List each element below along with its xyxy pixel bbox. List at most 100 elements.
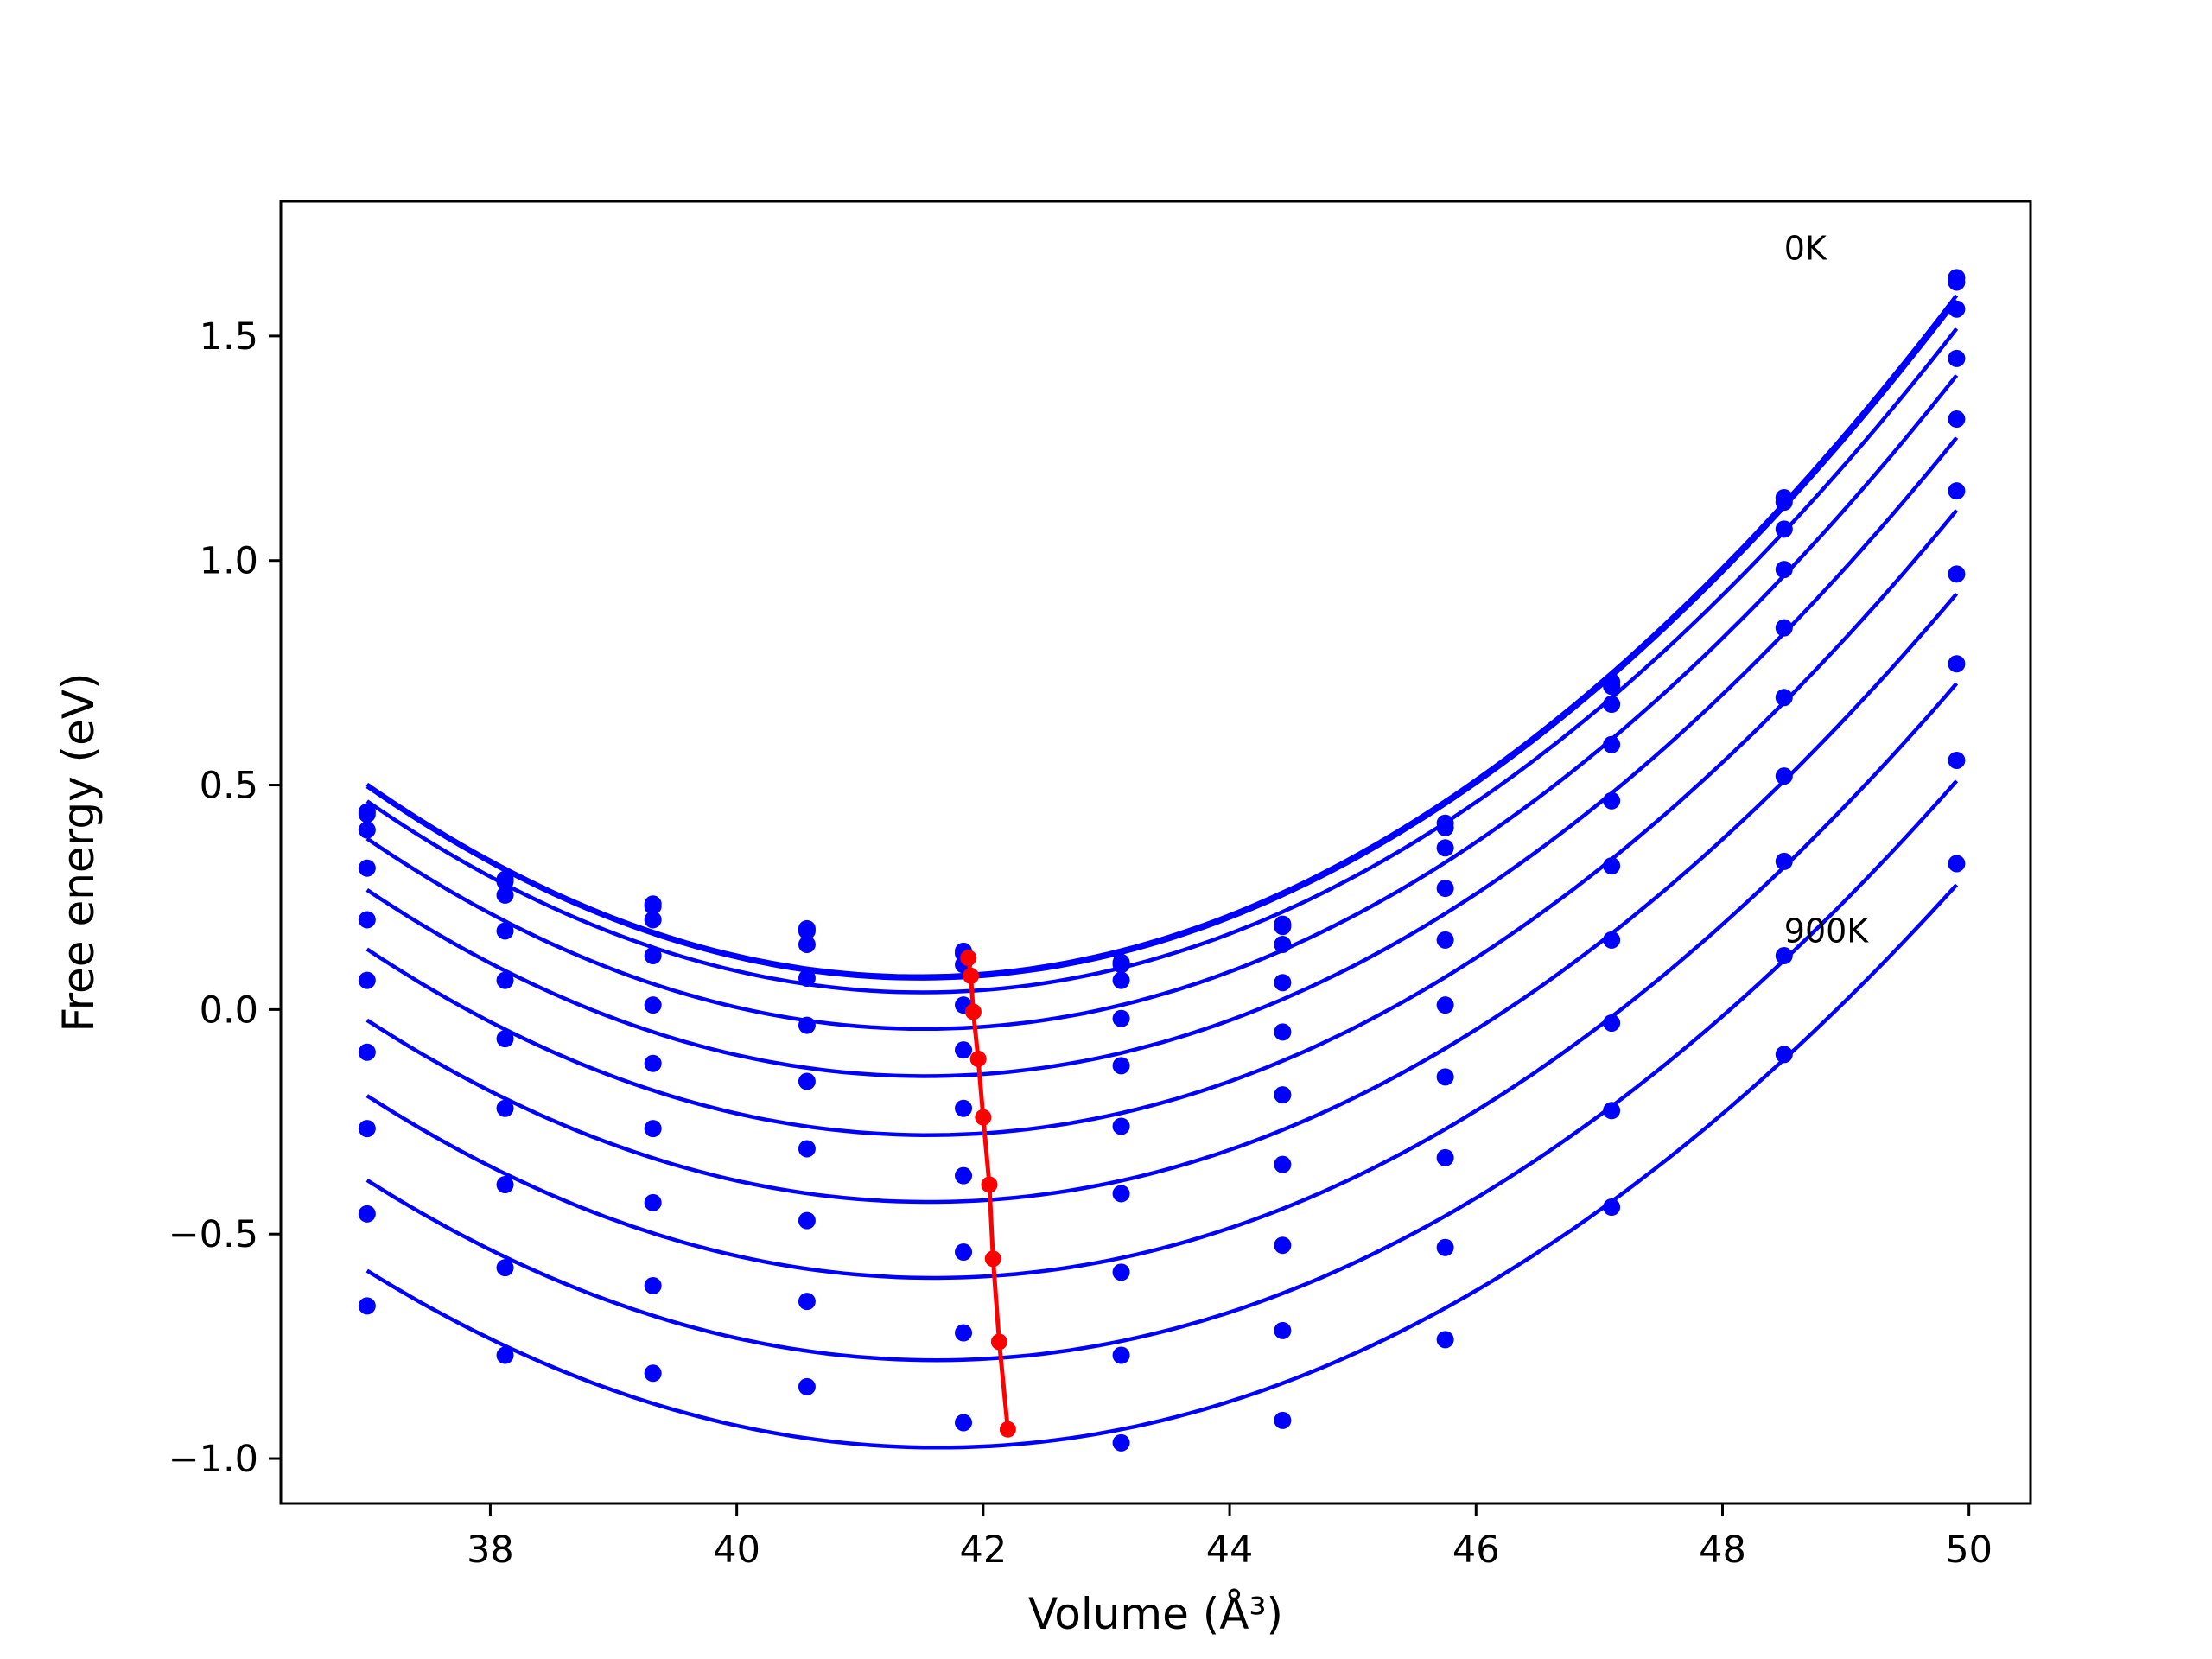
data-point [1603,791,1621,810]
data-point [644,911,662,929]
fit-curve [365,592,1959,1205]
fit-curve [365,509,1959,1137]
data-point [1274,918,1292,936]
data-point [798,1377,816,1395]
data-point [358,821,376,839]
data-point [1436,1068,1454,1086]
minimum-point [990,1333,1007,1351]
data-point [1948,482,1966,500]
y-axis-label: Free energy (eV) [54,672,104,1032]
data-point [798,936,816,954]
data-point [1112,1433,1130,1452]
minimum-point [984,1250,1001,1268]
data-point [1436,996,1454,1014]
data-point [644,1364,662,1382]
series-4 [358,349,1966,1032]
data-point [644,1120,662,1138]
data-point [1775,520,1793,538]
data-point [1603,1014,1621,1032]
data-point [1603,1102,1621,1120]
data-point [1436,931,1454,949]
data-point [1112,1263,1130,1281]
series-2 [358,273,1966,981]
data-point [1274,1321,1292,1339]
data-point [798,922,816,940]
data-point [1603,696,1621,714]
data-point [955,1414,973,1432]
data-point [496,922,514,940]
data-point [1112,971,1130,989]
data-point [1948,855,1966,873]
data-point [798,1211,816,1230]
data-point [955,1041,973,1059]
y-tick-label: −0.5 [168,1213,258,1256]
y-tick-label: −1.0 [168,1438,258,1481]
x-tick-label: 38 [467,1529,514,1572]
fit-curve [365,327,1959,995]
data-point [1775,1046,1793,1064]
series-8 [358,655,1966,1281]
data-point [1603,931,1621,949]
data-point [1775,619,1793,637]
data-point [1775,493,1793,512]
fit-curve [365,294,1959,979]
y-tick-label: 1.5 [200,315,258,359]
data-point [1775,561,1793,579]
x-axis-label: Volume (Å³) [1028,1589,1283,1639]
data-point [1948,751,1966,769]
data-point [1948,410,1966,429]
data-point [1948,565,1966,583]
data-point [1948,655,1966,673]
minimum-path [960,950,1016,1438]
data-point [644,1276,662,1294]
minimum-point [975,1109,992,1126]
data-point [955,1166,973,1185]
data-point [955,1099,973,1117]
series-10 [358,855,1966,1452]
data-point [1274,974,1292,992]
fit-curve [365,682,1959,1281]
series-6 [358,482,1966,1137]
fit-curve [365,779,1959,1363]
data-point [798,1140,816,1158]
data-point [798,1072,816,1090]
x-tick-label: 50 [1945,1529,1993,1572]
annotation-label: 900K [1784,912,1870,950]
x-tick-label: 46 [1452,1529,1500,1572]
data-point [644,947,662,965]
y-tick-label: 0.5 [200,765,258,808]
data-point [798,1016,816,1034]
data-point [1436,1331,1454,1349]
data-point [1112,1185,1130,1203]
data-point [1603,1198,1621,1217]
fit-curve [365,374,1959,1032]
series-9 [358,751,1966,1364]
fit-curve [365,436,1959,1078]
data-point [1603,677,1621,696]
data-point [1436,1148,1454,1166]
y-tick-label: 1.0 [200,540,258,583]
data-point [1274,1023,1292,1041]
data-point [1436,1238,1454,1256]
series-3 [358,300,1966,995]
data-point [1274,1086,1292,1104]
data-point [358,1120,376,1138]
data-point [1112,1057,1130,1075]
series-5 [358,410,1966,1078]
data-point [798,969,816,988]
data-point [1112,1009,1130,1027]
data-point [1948,300,1966,318]
data-point [496,1099,514,1117]
data-point [496,1259,514,1277]
series-7 [358,565,1966,1205]
data-point [1775,689,1793,707]
data-point [644,897,662,915]
data-point [358,1297,376,1315]
data-point [1603,735,1621,753]
minimum-point [960,950,977,967]
data-point [644,996,662,1014]
data-point [358,859,376,877]
data-point [1436,839,1454,857]
